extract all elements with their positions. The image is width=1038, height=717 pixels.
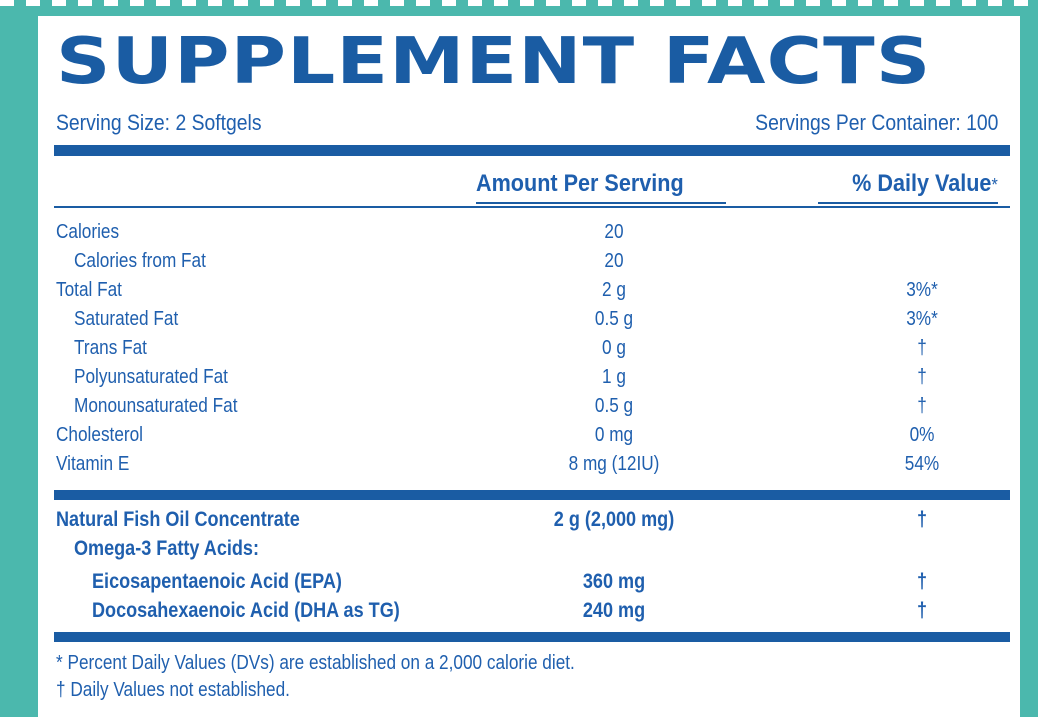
nutrient-row-saturated-fat: Saturated Fat 0.5 g 3%* xyxy=(54,305,1010,334)
footnote-not-established: † Daily Values not established. xyxy=(56,679,290,701)
active-row-fish-oil: Natural Fish Oil Concentrate 2 g (2,000 … xyxy=(54,506,1010,535)
nutrient-row-trans-fat: Trans Fat 0 g † xyxy=(54,334,1010,363)
active-daily-value: † xyxy=(916,508,928,531)
nutrient-amount: 0 mg xyxy=(594,424,634,446)
nutrient-daily-value: † xyxy=(917,337,927,359)
active-label: Natural Fish Oil Concentrate xyxy=(56,508,300,531)
nutrient-daily-value: 0% xyxy=(909,424,935,446)
active-amount: 2 g (2,000 mg) xyxy=(553,508,675,531)
active-amount: 240 mg xyxy=(582,599,646,622)
nutrient-label: Total Fat xyxy=(56,279,122,301)
footnote-daily-values: * Percent Daily Values (DVs) are establi… xyxy=(56,652,575,674)
amount-header-underline xyxy=(476,202,726,204)
active-label: Omega-3 Fatty Acids: xyxy=(74,537,259,560)
nutrient-row-vitamin-e: Vitamin E 8 mg (12IU) 54% xyxy=(54,450,1010,479)
header-amount-per-serving: Amount Per Serving xyxy=(476,170,684,197)
nutrient-row-monounsaturated-fat: Monounsaturated Fat 0.5 g † xyxy=(54,392,1010,421)
nutrient-amount: 8 mg (12IU) xyxy=(568,453,660,475)
nutrient-amount: 20 xyxy=(604,250,624,272)
nutrient-label: Monounsaturated Fat xyxy=(74,395,238,417)
nutrient-amount: 0.5 g xyxy=(594,308,634,330)
active-daily-value: † xyxy=(916,599,928,622)
divider-thick xyxy=(54,145,1010,156)
header-daily-value-label: % Daily Value xyxy=(852,170,992,197)
active-daily-value: † xyxy=(916,570,928,593)
nutrient-amount: 2 g xyxy=(602,279,626,301)
divider-thick xyxy=(54,632,1010,642)
nutrient-row-polyunsaturated-fat: Polyunsaturated Fat 1 g † xyxy=(54,363,1010,392)
nutrient-label: Polyunsaturated Fat xyxy=(74,366,228,388)
nutrient-amount: 0 g xyxy=(602,337,626,359)
nutrient-amount: 20 xyxy=(604,221,624,243)
nutrient-daily-value: 3%* xyxy=(906,279,938,301)
active-row-dha: Docosahexaenoic Acid (DHA as TG) 240 mg … xyxy=(54,597,1010,626)
nutrient-label: Saturated Fat xyxy=(74,308,179,330)
servings-per-container: Servings Per Container: 100 xyxy=(754,110,998,135)
nutrient-label: Calories from Fat xyxy=(74,250,206,272)
nutrient-daily-value: 54% xyxy=(904,453,940,475)
nutrient-daily-value: 3%* xyxy=(906,308,938,330)
nutrient-label: Vitamin E xyxy=(56,453,130,475)
nutrient-daily-value: † xyxy=(917,366,927,388)
dashed-border-top xyxy=(0,0,1038,6)
label-title: SUPPLEMENT FACTS xyxy=(56,25,932,99)
active-row-epa: Eicosapentaenoic Acid (EPA) 360 mg † xyxy=(54,568,1010,597)
serving-size: Serving Size: 2 Softgels xyxy=(56,110,262,135)
nutrient-row-calories-from-fat: Calories from Fat 20 xyxy=(54,247,1010,276)
nutrient-amount: 0.5 g xyxy=(594,395,634,417)
nutrient-daily-value: † xyxy=(917,395,927,417)
header-daily-value: % Daily Value* xyxy=(852,172,998,196)
active-amount: 360 mg xyxy=(582,570,646,593)
divider-thick xyxy=(54,490,1010,500)
nutrient-label: Calories xyxy=(56,221,120,243)
supplement-facts-panel: SUPPLEMENT FACTS Serving Size: 2 Softgel… xyxy=(38,16,1020,717)
active-row-omega-3: Omega-3 Fatty Acids: xyxy=(54,535,1010,564)
nutrient-row-total-fat: Total Fat 2 g 3%* xyxy=(54,276,1010,305)
daily-value-header-underline xyxy=(818,202,998,204)
nutrient-row-cholesterol: Cholesterol 0 mg 0% xyxy=(54,421,1010,450)
nutrient-label: Trans Fat xyxy=(74,337,147,359)
nutrient-row-calories: Calories 20 xyxy=(54,218,1010,247)
header-daily-value-mark: * xyxy=(991,175,998,195)
active-label: Docosahexaenoic Acid (DHA as TG) xyxy=(92,599,400,622)
nutrient-amount: 1 g xyxy=(602,366,626,388)
active-label: Eicosapentaenoic Acid (EPA) xyxy=(92,570,342,593)
divider-thin xyxy=(54,206,1010,208)
nutrient-label: Cholesterol xyxy=(56,424,144,446)
